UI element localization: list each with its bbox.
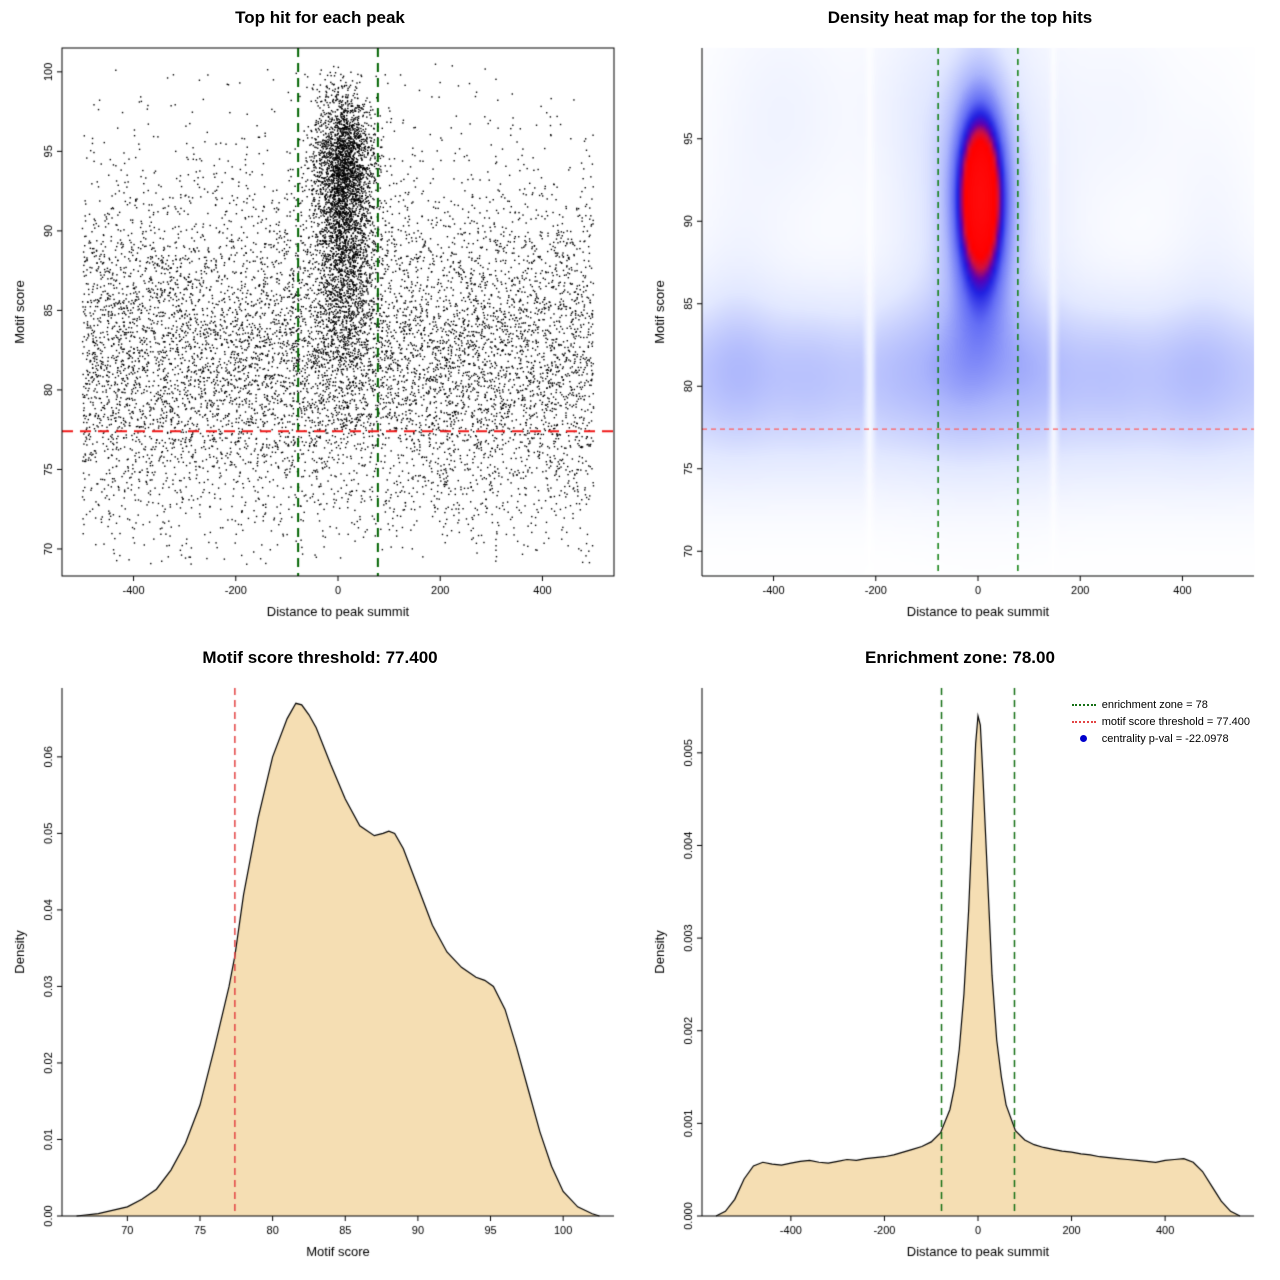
centrality-pval-dot-icon [1072, 734, 1096, 744]
legend-label: centrality p-val = -22.0978 [1101, 732, 1229, 745]
heatmap-title: Density heat map for the top hits [827, 8, 1093, 27]
legend-item: motif score threshold = 77.400 [1071, 713, 1250, 730]
legend: enrichment zone = 78 motif score thresho… [1071, 696, 1250, 747]
legend-label: enrichment zone = 78 [1101, 698, 1208, 711]
enrichment-zone-line-icon [1071, 700, 1096, 710]
scatter-title: Top hit for each peak [235, 8, 405, 27]
distance-density-canvas [640, 640, 1280, 1280]
panel-bottom-right: Enrichment zone: 78.00 enrichment zone =… [640, 640, 1280, 1280]
scatter-plot-canvas [0, 0, 640, 640]
panel-top-right: Density heat map for the top hits [640, 0, 1280, 640]
score-density-canvas [0, 640, 640, 1280]
legend-item: centrality p-val = -22.0978 [1072, 730, 1250, 747]
panel-top-left: Top hit for each peak [0, 0, 640, 640]
score-density-title: Motif score threshold: 77.400 [202, 648, 438, 667]
panel-bottom-left: Motif score threshold: 77.400 [0, 640, 640, 1280]
distance-density-title: Enrichment zone: 78.00 [865, 648, 1055, 667]
motif-threshold-line-icon [1071, 717, 1096, 727]
legend-item: enrichment zone = 78 [1071, 696, 1250, 713]
heatmap-plot-canvas [640, 0, 1280, 640]
legend-label: motif score threshold = 77.400 [1101, 715, 1250, 728]
